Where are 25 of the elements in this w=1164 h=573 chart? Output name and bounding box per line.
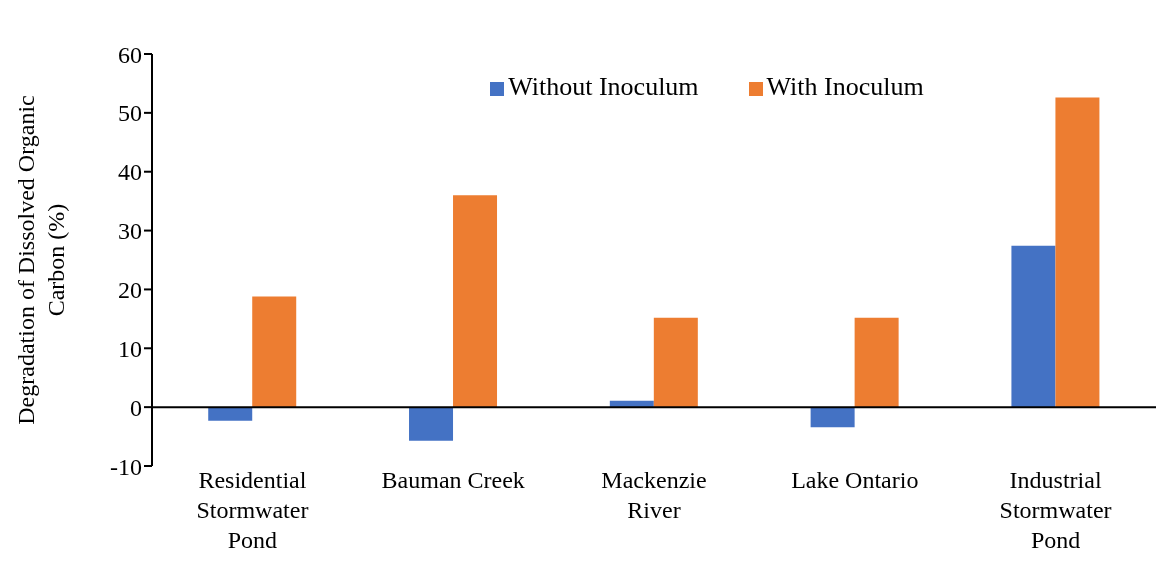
y-tick-label: 20 [118, 276, 142, 303]
y-tick-label: 10 [118, 335, 142, 362]
bar [1011, 245, 1056, 408]
y-axis-title: Degradation of Dissolved Organic Carbon (%) [13, 95, 69, 425]
y-tick-label: 40 [118, 159, 142, 186]
bar [653, 317, 698, 408]
bar [453, 195, 498, 408]
bar [409, 407, 454, 441]
y-tick-label: 50 [118, 100, 142, 127]
y-tick-label: 60 [118, 41, 142, 68]
bar [208, 407, 253, 421]
x-tick-label: Mackenzie River [601, 467, 707, 523]
x-tick-label: Lake Ontario [791, 467, 919, 493]
x-tick-label: Industrial Stormwater Pond [999, 467, 1112, 553]
legend-label: With Inoculum [766, 72, 924, 101]
bar [854, 317, 899, 408]
legend-label: Without Inoculum [508, 72, 699, 101]
y-tick-label: 0 [130, 394, 142, 421]
bar [810, 407, 855, 428]
bar [252, 296, 297, 408]
x-tick-label: Bauman Creek [381, 467, 525, 493]
x-tick-label: Residential Stormwater Pond [196, 467, 309, 553]
y-tick-label: 30 [118, 218, 142, 245]
bar [1055, 97, 1100, 408]
y-tick-label: -10 [110, 453, 142, 480]
